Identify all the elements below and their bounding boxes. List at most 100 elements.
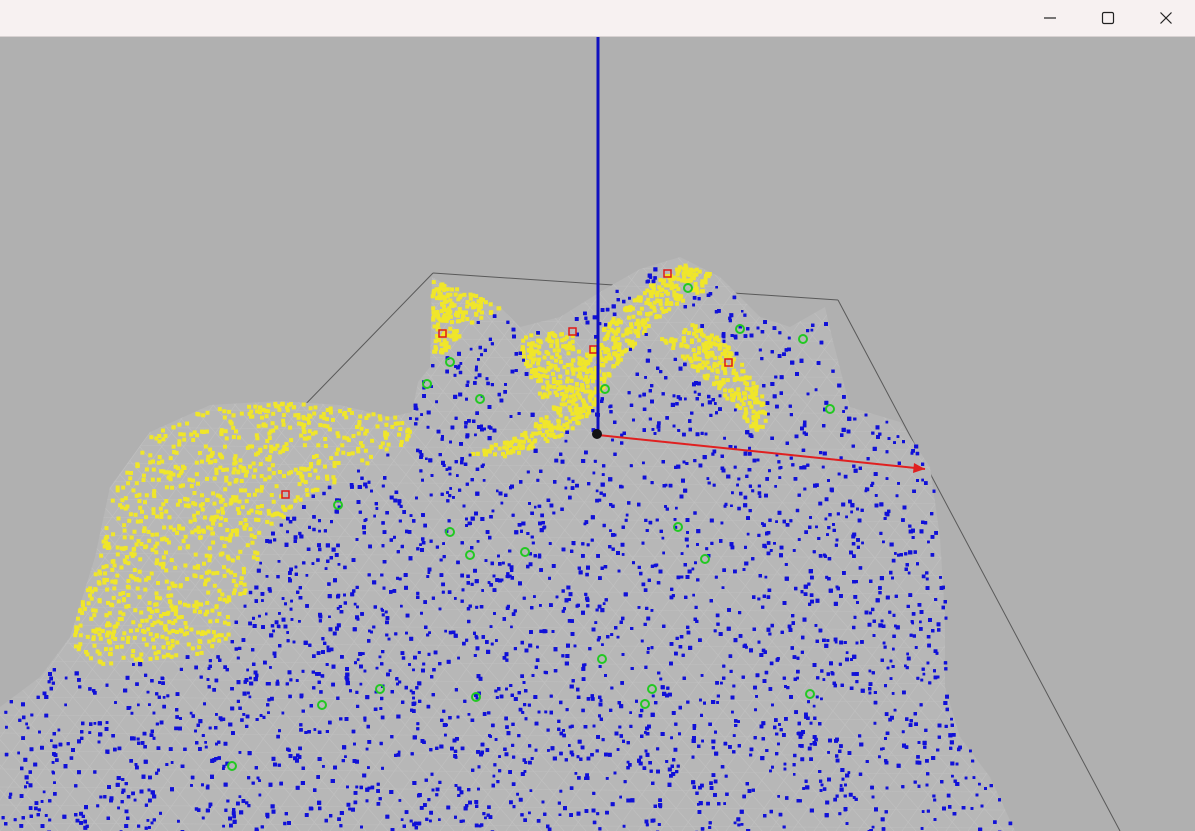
maximize-button[interactable] (1079, 0, 1137, 36)
yellow-point (141, 628, 145, 633)
yellow-point (274, 484, 279, 489)
yellow-point (205, 457, 210, 462)
yellow-point (393, 421, 398, 426)
yellow-point (640, 320, 645, 325)
mesh-line (1056, 237, 1195, 831)
yellow-point (200, 632, 204, 636)
yellow-point (590, 346, 595, 351)
title-bar[interactable] (0, 0, 1195, 37)
yellow-point (332, 460, 337, 465)
yellow-point (152, 489, 157, 494)
yellow-point (215, 618, 220, 623)
yellow-point (93, 608, 98, 613)
yellow-point (706, 274, 711, 279)
yellow-point (443, 346, 448, 351)
yellow-point (675, 272, 680, 277)
yellow-point (580, 357, 585, 362)
yellow-point (206, 454, 211, 459)
yellow-point (736, 387, 741, 392)
yellow-point (751, 423, 756, 428)
yellow-point (552, 376, 557, 381)
yellow-point (679, 294, 684, 299)
yellow-point (154, 656, 159, 661)
yellow-point (559, 433, 564, 438)
yellow-point (76, 647, 81, 652)
yellow-point (667, 307, 672, 312)
yellow-point (118, 592, 123, 597)
yellow-point (565, 376, 570, 381)
yellow-point (200, 528, 205, 533)
yellow-point (179, 469, 184, 474)
yellow-point (525, 364, 530, 369)
yellow-point (154, 532, 159, 537)
yellow-point (245, 543, 250, 548)
yellow-point (258, 448, 263, 453)
yellow-point (107, 545, 112, 550)
yellow-point (551, 425, 556, 430)
yellow-point (626, 327, 631, 332)
yellow-point (207, 569, 212, 574)
yellow-point (244, 522, 249, 527)
yellow-point (218, 465, 223, 470)
mesh-line (219, 257, 641, 831)
yellow-point (593, 397, 598, 402)
yellow-point (613, 338, 618, 343)
yellow-point (669, 286, 674, 291)
yellow-point (612, 364, 617, 368)
yellow-point (95, 649, 100, 654)
yellow-point (570, 411, 575, 416)
yellow-point (215, 514, 220, 519)
yellow-point (126, 585, 131, 590)
yellow-point (200, 429, 204, 434)
yellow-point (735, 377, 740, 381)
close-button[interactable] (1137, 0, 1195, 36)
yellow-point (581, 365, 586, 370)
yellow-point (309, 462, 314, 466)
yellow-point (249, 533, 254, 538)
yellow-point (269, 493, 274, 497)
yellow-point (715, 369, 720, 374)
yellow-point (465, 300, 470, 305)
yellow-point (245, 469, 249, 474)
yellow-point (502, 454, 507, 459)
yellow-point (635, 318, 640, 323)
yellow-point (281, 418, 286, 423)
yellow-point (118, 610, 123, 615)
yellow-point (101, 661, 106, 666)
yellow-point (571, 347, 576, 352)
yellow-point (454, 310, 459, 315)
yellow-point (507, 441, 512, 446)
yellow-point (323, 437, 328, 441)
yellow-point (178, 584, 183, 589)
yellow-point (551, 371, 555, 376)
yellow-point (613, 342, 618, 347)
point-cloud-scene[interactable] (0, 37, 1195, 831)
yellow-point (327, 427, 332, 432)
yellow-point (753, 414, 758, 419)
minimize-button[interactable] (1021, 0, 1079, 36)
yellow-point (582, 377, 587, 382)
yellow-point (555, 393, 560, 398)
yellow-point (274, 404, 279, 409)
yellow-point (669, 338, 674, 343)
mesh-line (1122, 237, 1195, 831)
yellow-point (168, 645, 173, 650)
yellow-point (691, 268, 696, 273)
yellow-point (199, 574, 204, 579)
3d-viewport[interactable] (0, 37, 1195, 831)
yellow-point (122, 528, 127, 533)
yellow-point (225, 554, 230, 559)
yellow-point (691, 276, 696, 281)
mesh-line (0, 257, 433, 831)
yellow-point (658, 277, 663, 282)
yellow-point (569, 362, 574, 367)
yellow-point (247, 493, 251, 497)
yellow-point (203, 612, 208, 617)
yellow-point (593, 375, 597, 380)
yellow-point (677, 265, 682, 270)
yellow-point (643, 325, 648, 330)
yellow-point (271, 411, 276, 416)
yellow-point (253, 404, 258, 409)
yellow-point (711, 341, 716, 346)
